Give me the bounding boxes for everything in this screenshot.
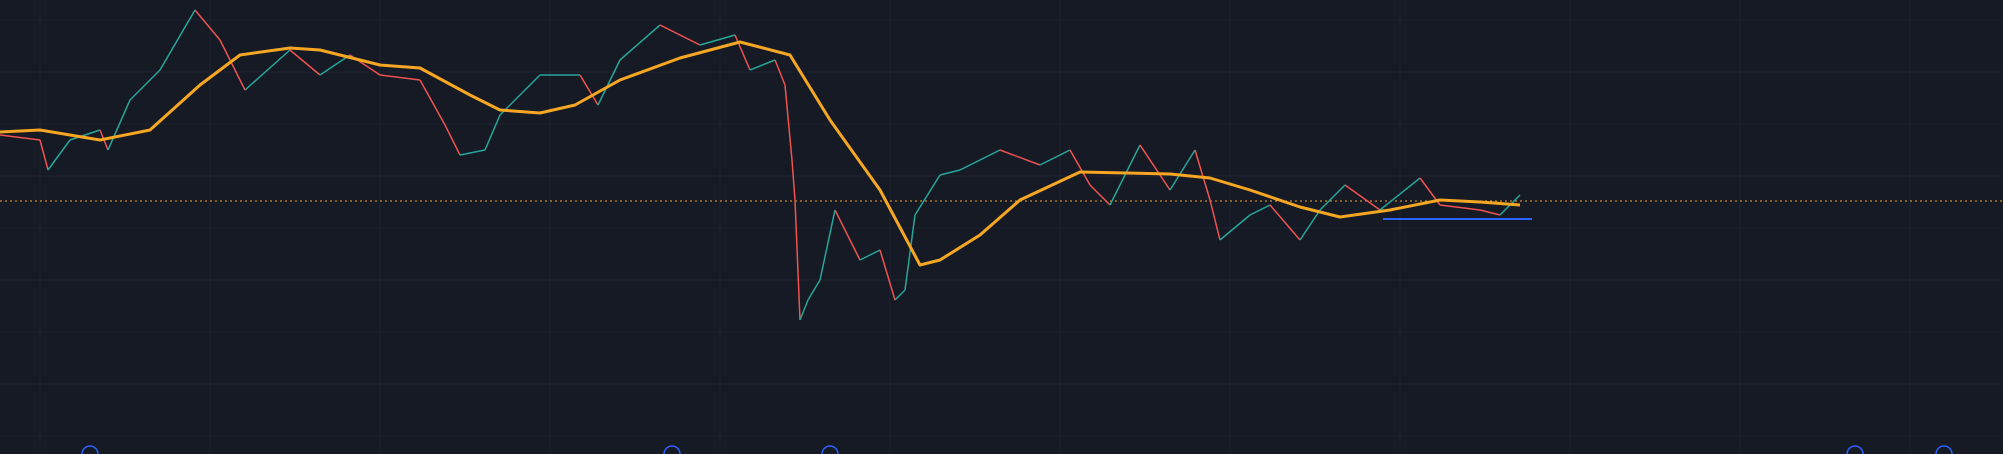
price-segment xyxy=(597,59,621,106)
price-segment xyxy=(1194,149,1211,201)
price-segment xyxy=(619,24,661,61)
price-segment xyxy=(484,114,501,151)
event-marker[interactable] xyxy=(821,445,839,454)
price-segment xyxy=(1299,209,1321,241)
event-marker[interactable] xyxy=(1935,445,1953,454)
price-segment xyxy=(799,299,809,321)
price-segment xyxy=(904,214,916,291)
price-segment xyxy=(1109,144,1141,206)
event-markers xyxy=(81,445,1953,454)
price-segment xyxy=(1319,184,1346,211)
price-segment xyxy=(784,84,793,161)
price-segment xyxy=(194,9,221,41)
price-segment xyxy=(1089,184,1111,206)
price-segment xyxy=(379,74,421,81)
price-segment xyxy=(959,149,1001,171)
price-segment xyxy=(219,39,246,91)
price-segment xyxy=(1069,149,1091,186)
price-segment xyxy=(1139,144,1171,191)
price-segment xyxy=(794,199,801,321)
price-segment xyxy=(1249,204,1271,216)
price-segment xyxy=(1269,204,1301,241)
price-segment xyxy=(819,209,836,281)
price-segment xyxy=(734,34,751,71)
price-segment xyxy=(319,54,351,76)
price-segment xyxy=(39,139,49,171)
moving-average xyxy=(0,40,1521,267)
price-segment xyxy=(1439,204,1481,211)
price-segment xyxy=(419,79,446,126)
price-segment xyxy=(0,134,41,141)
price-segment xyxy=(459,149,486,156)
price-segment xyxy=(879,249,896,301)
price-segment xyxy=(1479,209,1501,216)
price-segment xyxy=(659,24,701,46)
price-segment xyxy=(47,139,71,171)
price-segment xyxy=(1379,177,1421,211)
price-segment xyxy=(699,34,736,46)
price-segment xyxy=(749,59,776,71)
price-segment xyxy=(1209,199,1221,241)
price-segment xyxy=(999,149,1041,166)
price-segment xyxy=(807,279,821,301)
price-segment xyxy=(579,74,599,106)
price-segment xyxy=(289,49,321,76)
price-segment xyxy=(1219,214,1251,241)
price-segment xyxy=(834,209,861,261)
price-segment xyxy=(444,124,461,156)
price-segment xyxy=(1169,149,1196,191)
event-marker[interactable] xyxy=(663,445,681,454)
price-segment xyxy=(774,59,786,86)
price-segment xyxy=(159,9,196,71)
price-segment xyxy=(894,289,906,301)
price-segment xyxy=(1344,184,1381,211)
price-segment xyxy=(939,169,961,176)
price-segment xyxy=(499,74,541,116)
price-segment xyxy=(244,49,291,91)
price-segment xyxy=(1039,149,1071,166)
price-segment xyxy=(69,129,101,141)
price-segment xyxy=(914,174,941,216)
price-segment xyxy=(791,159,796,201)
price-segment xyxy=(107,99,131,151)
price-segment xyxy=(859,249,881,261)
event-marker[interactable] xyxy=(81,445,99,454)
event-marker[interactable] xyxy=(1846,445,1864,454)
price-segment xyxy=(129,69,161,101)
